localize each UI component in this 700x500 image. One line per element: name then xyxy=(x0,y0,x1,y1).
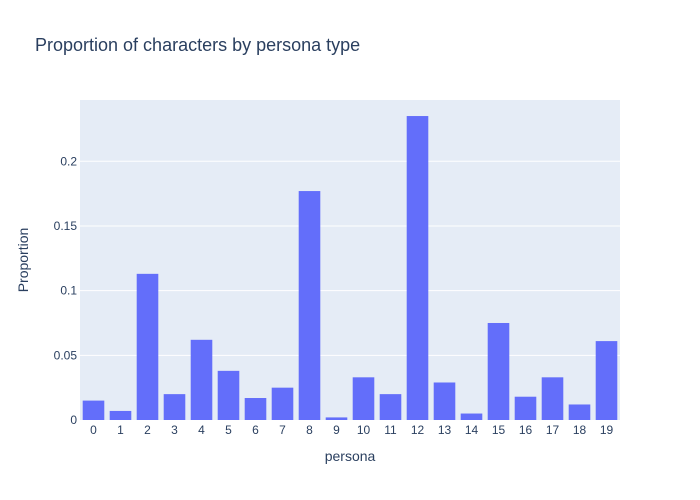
bar xyxy=(325,417,348,420)
x-tick-label: 15 xyxy=(492,423,506,437)
bar xyxy=(595,341,618,420)
x-tick-label: 9 xyxy=(333,423,340,437)
x-tick-label: 6 xyxy=(252,423,259,437)
y-axis-title: Proportion xyxy=(15,228,31,293)
x-tick-label: 1 xyxy=(117,423,124,437)
bar xyxy=(433,382,456,420)
bar xyxy=(541,377,564,420)
bar xyxy=(352,377,375,420)
x-tick-label: 8 xyxy=(306,423,313,437)
bar xyxy=(379,394,402,420)
bar xyxy=(460,413,483,420)
chart-title: Proportion of characters by persona type xyxy=(35,35,360,55)
x-tick-label: 18 xyxy=(573,423,587,437)
bar xyxy=(82,400,105,420)
x-tick-label: 3 xyxy=(171,423,178,437)
x-tick-label: 12 xyxy=(411,423,425,437)
y-tick-label: 0.05 xyxy=(54,348,78,362)
x-tick-label: 11 xyxy=(384,423,397,437)
plot-area xyxy=(80,100,620,420)
bar xyxy=(568,404,591,420)
x-tick-label: 19 xyxy=(600,423,614,437)
x-tick-label: 0 xyxy=(90,423,97,437)
y-tick-label: 0.1 xyxy=(60,284,77,298)
y-tick-label: 0.15 xyxy=(54,219,78,233)
gridlines xyxy=(80,160,620,356)
x-tick-labels: 0 1 2 3 4 5 6 7 8 9 10 11 12 13 14 15 16 17 18 19 xyxy=(90,423,613,437)
bars xyxy=(82,116,618,420)
x-tick-label: 5 xyxy=(225,423,232,437)
bar xyxy=(487,322,510,420)
bar xyxy=(406,116,429,420)
bar xyxy=(271,387,294,420)
x-tick-label: 7 xyxy=(279,423,286,437)
y-tick-label: 0.2 xyxy=(60,154,77,168)
x-tick-label: 16 xyxy=(519,423,533,437)
x-tick-label: 4 xyxy=(198,423,205,437)
x-tick-label: 17 xyxy=(546,423,560,437)
x-tick-label: 2 xyxy=(144,423,151,437)
x-tick-label: 13 xyxy=(438,423,452,437)
x-tick-label: 14 xyxy=(465,423,479,437)
bar xyxy=(514,396,537,420)
y-tick-labels: 0 0.05 0.1 0.15 0.2 xyxy=(54,154,78,427)
bar xyxy=(163,394,186,420)
bar xyxy=(109,410,132,420)
bar xyxy=(217,370,240,420)
x-tick-label: 10 xyxy=(357,423,371,437)
bar xyxy=(244,398,267,420)
bar xyxy=(190,339,213,420)
x-axis-title: persona xyxy=(325,448,376,464)
bar xyxy=(298,191,321,420)
y-tick-label: 0 xyxy=(70,413,77,427)
bar xyxy=(136,273,159,420)
